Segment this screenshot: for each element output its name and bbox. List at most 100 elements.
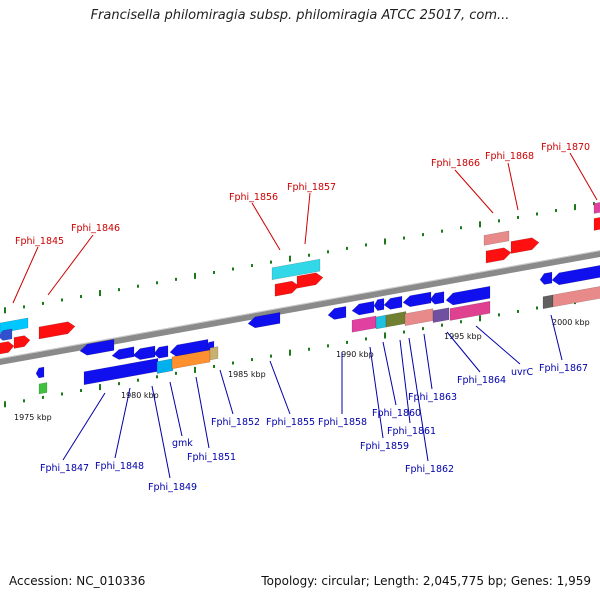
leader-line [195,376,210,449]
gene-green-small [38,382,48,395]
gene-fphi-1860 [373,298,385,311]
leader-line [475,325,521,365]
gene-magenta-low [449,301,491,321]
leader-line [399,339,411,424]
gene-label-top: Fphi_1866 [431,158,480,169]
leader-line [423,333,433,390]
scale-tick [441,323,443,327]
gene-fphi-1856 [274,280,300,297]
scale-tick [346,340,348,344]
scale-tick [479,221,481,228]
gene-label-bottom: Fphi_1852 [211,417,260,428]
leader-line [169,381,183,437]
scale-tick [23,399,25,403]
gene-uvrc [539,271,553,285]
leader-line [408,337,429,462]
scale-tick [308,253,310,257]
gene-fphi-1870 [593,217,600,231]
gene-fphi-1849 [132,345,156,360]
gene-fphi-1862 [402,291,432,308]
leader-line [269,360,291,415]
scale-label: 2000 kbp [552,318,590,327]
gene-cyan-left [0,317,29,334]
gene-fphi-1861 [383,295,403,310]
scale-tick [137,378,139,382]
scale-tick [80,389,82,393]
scale-tick [137,284,139,288]
gene-fphi-1846 [38,321,76,340]
leader-line [550,314,563,361]
scale-tick [232,361,234,365]
accession-text: Accession: NC_010336 [9,574,146,588]
gene-label-bottom: Fphi_1864 [457,375,506,386]
scale-tick [384,332,386,339]
leader-line [12,246,39,304]
scale-tick [289,349,291,356]
gene-cyan-low [156,358,174,374]
scale-tick [365,337,367,341]
gene-salmon [404,308,434,326]
scale-tick [61,298,63,302]
gene-label-top: Fphi_1870 [541,142,590,153]
scale-tick [194,272,196,279]
leader-line [62,392,106,461]
scale-tick [422,233,424,237]
scale-label: 1990 kbp [336,350,374,359]
scale-tick [403,330,405,334]
scale-tick [213,270,215,274]
gene-purple [432,307,450,323]
scale-tick [422,327,424,331]
leader-line [569,152,598,201]
gene-cyan-small [375,314,387,330]
gene-grey [542,294,554,310]
scale-tick [327,344,329,348]
scale-tick [327,250,329,254]
scale-tick [4,401,6,408]
scale-tick [517,215,519,219]
scale-tick [156,375,158,379]
gene-label-bottom: Fphi_1858 [318,417,367,428]
leader-line [47,234,94,296]
scale-tick [365,243,367,247]
scale-tick [498,219,500,223]
scale-tick [346,246,348,250]
scale-tick [517,309,519,313]
scale-tick [251,264,253,268]
gene-label-bottom: Fphi_1847 [40,463,89,474]
gene-cyan-mid [271,258,321,281]
gene-salmon-right [552,286,600,308]
gene-pink-top [483,230,510,246]
scale-label: 1985 kbp [228,370,266,379]
gene-label-bottom: Fphi_1861 [387,426,436,437]
gene-fphi-1867 [551,265,600,286]
gene-label-bottom: Fphi_1862 [405,464,454,475]
leader-line [507,162,519,211]
scale-tick [156,281,158,285]
gene-label-top: Fphi_1856 [229,192,278,203]
leader-line [114,387,131,459]
scale-tick [4,307,6,314]
leader-line [251,202,281,251]
gene-label-bottom: Fphi_1859 [360,441,409,452]
gene-label-top: Fphi_1845 [15,236,64,247]
genome-info-text: Topology: circular; Length: 2,045,775 bp… [261,574,591,588]
scale-tick [194,366,196,373]
gene-fphi-1858 [327,306,347,320]
scale-tick [118,288,120,292]
scale-tick [289,255,291,262]
gene-label-bottom: gmk [172,438,193,449]
genome-backbone [0,251,600,365]
scale-tick [42,301,44,305]
scale-tick [175,277,177,281]
scale-tick [270,260,272,264]
leader-line [382,341,397,406]
gene-fphi-1859 [351,301,375,316]
gene-label-bottom: Fphi_1867 [539,363,588,374]
gene-label-top: Fphi_1868 [485,151,534,162]
gene-blue-long [83,358,159,386]
scale-tick [213,364,215,368]
leader-line [369,346,384,439]
gene-label-bottom: Fphi_1863 [408,392,457,403]
gene-fphi-1845b [13,335,31,349]
gene-pink-low [351,315,377,333]
